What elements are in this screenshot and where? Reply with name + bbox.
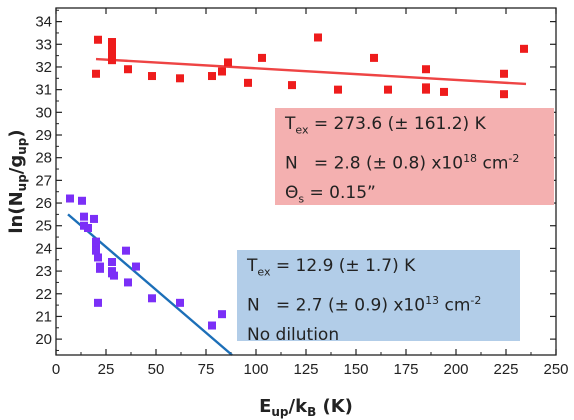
x-axis-title-tail: (K) (316, 396, 353, 417)
fit-line (95, 57, 527, 86)
x-tick-label: 75 (198, 361, 215, 378)
annotation-tex-line: Tex = 273.6 (± 161.2) K (285, 114, 486, 137)
x-tick-label: 50 (148, 361, 165, 378)
data-point (334, 85, 342, 94)
plot-frame (55, 7, 557, 356)
y-tick-label: 21 (35, 308, 52, 325)
data-point (94, 298, 102, 307)
data-point (124, 65, 132, 74)
x-tick-label: 150 (343, 361, 368, 378)
data-point (500, 90, 508, 99)
y-tick-label: 29 (35, 127, 52, 144)
x-tick-label: 175 (393, 361, 418, 378)
data-point (208, 72, 216, 81)
data-point (96, 264, 104, 273)
data-point (122, 246, 130, 255)
y-axis-title-sub1: up (15, 174, 29, 192)
annotation-n-line: N = 2.7 (± 0.9) x1013 cm-2 (247, 294, 482, 317)
data-point (258, 53, 266, 62)
data-point (384, 85, 392, 94)
x-axis-title-main: E (259, 396, 271, 417)
data-point (84, 223, 92, 232)
x-axis-title: Eup/kB (K) (259, 396, 353, 419)
data-point (66, 194, 74, 203)
data-point (108, 38, 116, 47)
y-tick-label: 33 (35, 36, 52, 53)
x-axis-title-mid: /k (289, 396, 309, 417)
y-tick-label: 22 (35, 286, 52, 303)
y-tick-label: 23 (35, 263, 52, 280)
y-tick-label: 31 (35, 82, 52, 99)
data-point (108, 56, 116, 65)
x-axis-title-sub2: B (307, 405, 316, 419)
x-tick-label: 125 (293, 361, 318, 378)
data-point (108, 42, 116, 51)
annotation-theta-line: Θs = 0.15” (285, 183, 376, 206)
data-point (94, 35, 102, 44)
data-point (224, 58, 232, 67)
y-tick-label: 30 (35, 104, 52, 121)
data-point (108, 47, 116, 56)
data-point (422, 65, 430, 74)
y-tick-label: 32 (35, 59, 52, 76)
y-tick-label: 34 (35, 14, 52, 31)
y-axis-title-main: ln(N (6, 191, 27, 233)
data-point (208, 321, 216, 330)
y-tick-label: 28 (35, 150, 52, 167)
x-tick-label: 0 (52, 361, 60, 378)
data-point (92, 237, 100, 246)
y-tick-label: 25 (35, 218, 52, 235)
data-point (90, 214, 98, 223)
data-point (370, 53, 378, 62)
y-tick-label: 20 (35, 331, 52, 348)
x-tick-label: 250 (543, 361, 568, 378)
data-point (78, 196, 86, 205)
data-point (520, 44, 528, 53)
x-tick-label: 100 (243, 361, 268, 378)
data-point (148, 294, 156, 303)
tick-labels: 0 25 50 75 100 125 150 175 200 225 250 20 21 22 23 24 25… (35, 14, 568, 378)
y-axis-title-tail: ) (6, 129, 27, 137)
data-point (108, 258, 116, 267)
annotation-n-line: N = 2.8 (± 0.8) x1018 cm-2 (285, 152, 520, 175)
y-tick-label: 27 (35, 172, 52, 189)
data-point (94, 253, 102, 262)
data-point (288, 81, 296, 90)
x-tick-label: 25 (98, 361, 115, 378)
data-point (148, 72, 156, 81)
x-tick-label: 200 (443, 361, 468, 378)
data-point (314, 33, 322, 42)
data-point (92, 246, 100, 255)
data-point (422, 85, 430, 94)
data-point (124, 278, 132, 287)
y-axis-title-sub2: up (15, 137, 29, 155)
data-point (440, 87, 448, 96)
y-axis-title: ln(Nup/gup) (6, 129, 29, 233)
data-point (218, 67, 226, 76)
data-point (110, 271, 118, 280)
annotation-dilution-line: No dilution (247, 325, 340, 346)
data-point (176, 298, 184, 307)
fit-annotation-warm: Tex = 273.6 (± 161.2) K N = 2.8 (± 0.8) … (275, 108, 554, 205)
y-tick-label: 26 (35, 195, 52, 212)
data-point (132, 262, 140, 271)
data-point (176, 74, 184, 83)
axis-ticks (55, 8, 557, 355)
y-tick-label: 24 (35, 240, 52, 257)
fit-annotation-cold: Tex = 12.9 (± 1.7) K N = 2.7 (± 0.9) x10… (237, 250, 520, 345)
y-axis-title-mid: /g (6, 155, 27, 174)
x-axis-title-sub1: up (271, 405, 289, 419)
data-point (80, 212, 88, 221)
data-point (92, 69, 100, 78)
data-point (218, 310, 226, 319)
data-point (108, 51, 116, 60)
data-point (244, 78, 252, 87)
annotation-tex-line: Tex = 12.9 (± 1.7) K (247, 256, 416, 279)
data-point (500, 69, 508, 78)
data-points (66, 33, 528, 330)
fit-line (67, 213, 233, 356)
x-tick-label: 225 (493, 361, 518, 378)
